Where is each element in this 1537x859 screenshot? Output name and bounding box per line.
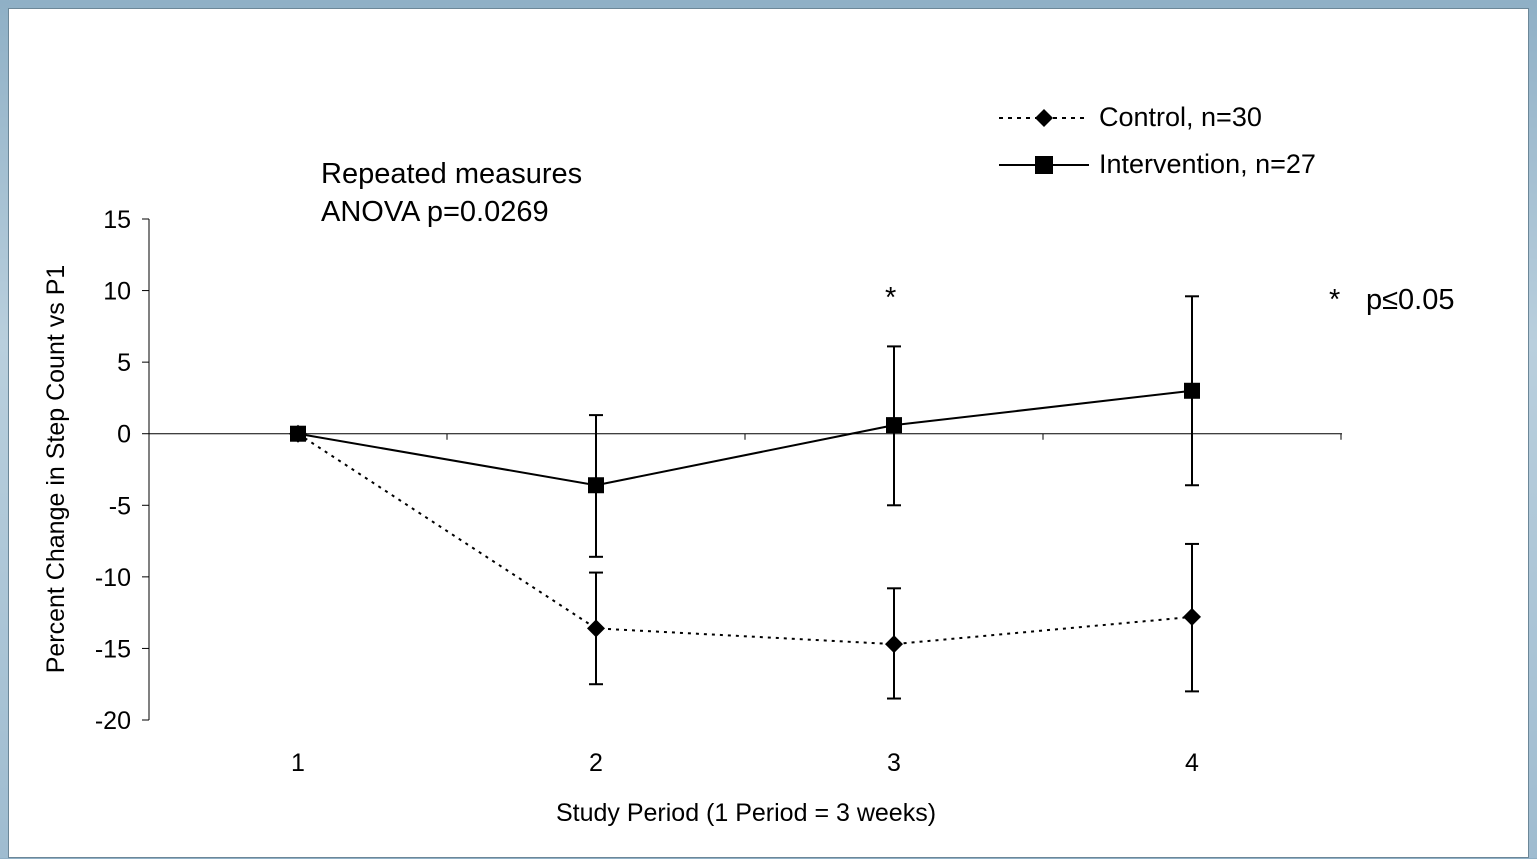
axes — [148, 219, 1342, 720]
y-tick-label: -5 — [109, 492, 131, 520]
legend: Control, n=30 Intervention, n=27 — [999, 102, 1316, 179]
data-point-square — [886, 417, 902, 434]
data-point-diamond — [587, 619, 605, 638]
x-tick-label: 4 — [1185, 749, 1199, 777]
y-tick-label: 10 — [103, 278, 131, 306]
chart-frame: Repeated measures ANOVA p=0.0269 * p≤0.0… — [8, 8, 1529, 858]
data-point-diamond — [885, 635, 903, 654]
legend-intervention-label: Intervention, n=27 — [1099, 149, 1316, 179]
data-point-square — [290, 425, 306, 442]
y-tick-label: 5 — [117, 349, 131, 377]
data-point-square — [1184, 382, 1200, 399]
series-intervention — [290, 295, 1200, 558]
x-axis-ticks: 1 2 3 4 — [148, 433, 1342, 777]
data-point-square — [588, 477, 604, 494]
significance-legend-star: * — [1329, 284, 1340, 316]
series-layer — [289, 295, 1201, 700]
series-line — [297, 432, 1193, 646]
legend-control-diamond — [1035, 109, 1053, 127]
series-control — [289, 424, 1201, 700]
y-tick-label: -15 — [95, 635, 131, 663]
y-tick-label: -10 — [95, 564, 131, 592]
legend-intervention-square — [1035, 156, 1053, 174]
legend-control-label: Control, n=30 — [1099, 102, 1262, 132]
y-axis-ticks: 15 10 5 0 -5 -10 -15 -20 — [95, 206, 149, 735]
anova-annotation-line1: Repeated measures — [321, 158, 582, 190]
y-tick-label: 15 — [103, 206, 131, 234]
x-tick-label: 2 — [589, 749, 603, 777]
x-tick-label: 1 — [291, 749, 305, 777]
significance-legend-text: p≤0.05 — [1366, 284, 1455, 316]
y-tick-label: -20 — [95, 707, 131, 735]
significance-marker: * — [885, 282, 896, 314]
anova-annotation-line2: ANOVA p=0.0269 — [321, 196, 549, 228]
data-point-diamond — [1183, 607, 1201, 626]
y-tick-label: 0 — [117, 421, 131, 449]
series-line — [297, 389, 1193, 487]
x-axis-title: Study Period (1 Period = 3 weeks) — [556, 799, 936, 827]
y-axis-title: Percent Change in Step Count vs P1 — [42, 265, 70, 674]
x-tick-label: 3 — [887, 749, 901, 777]
line-chart: Repeated measures ANOVA p=0.0269 * p≤0.0… — [42, 102, 1455, 827]
